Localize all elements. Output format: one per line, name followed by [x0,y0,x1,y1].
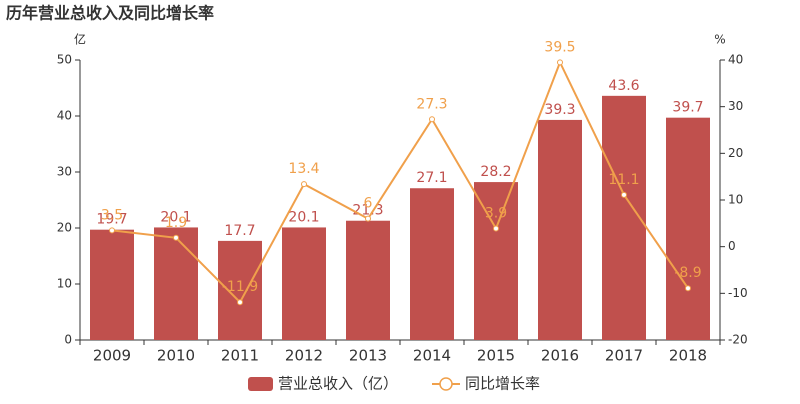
line-value-label: 3.9 [485,205,507,221]
y2-tick-label: 0 [728,239,736,253]
line-point [493,225,499,232]
y2-axis-label: % [714,33,725,47]
line-value-label: 11.1 [608,172,639,188]
bar [90,229,134,340]
bar-value-label: 39.7 [672,100,703,116]
line-value-label: 6 [364,196,373,212]
line-point [301,181,307,188]
line-point [173,234,179,241]
bar [218,240,262,340]
x-tick-label: 2018 [669,347,707,365]
line-value-label: 39.5 [544,39,575,55]
y-axis-label: 亿 [74,32,86,47]
bar [410,188,454,340]
y2-tick-label: -10 [728,286,748,300]
x-tick-label: 2016 [541,347,579,365]
bar [154,227,198,340]
bar-value-label: 27.1 [416,170,447,186]
bar [282,227,326,340]
line-value-label: -11.9 [222,279,258,295]
x-tick-label: 2011 [221,347,259,365]
line-value-label: 27.3 [416,96,447,112]
chart-title: 历年营业总收入及同比增长率 [6,4,214,23]
bar [666,117,710,341]
line-point [621,191,627,198]
y2-tick-label: 20 [728,146,743,160]
y-tick-label: 10 [57,277,72,291]
bar-value-label: 20.1 [288,209,319,225]
bar-value-label: 17.7 [224,223,255,239]
bar-value-label: 39.3 [544,102,575,118]
y2-tick-label: 30 [728,99,743,113]
legend-swatch [248,377,273,391]
y-tick-label: 30 [57,165,72,179]
x-tick-label: 2015 [477,347,515,365]
line-point [685,285,691,292]
y2-tick-label: -20 [728,333,748,347]
bar [538,119,582,340]
line [111,59,689,304]
line-value-label: 3.5 [101,207,123,223]
y-tick-label: 20 [57,221,72,235]
legend-swatch [439,377,453,391]
line-value-label: -8.9 [674,265,701,281]
x-tick-label: 2010 [157,347,195,365]
bar-value-label: 43.6 [608,78,639,94]
bar-value-label: 19.7 [96,212,127,228]
y-tick-label: 50 [57,53,72,67]
y-tick-label: 0 [64,333,72,347]
bar [346,220,390,340]
bar [474,182,518,340]
y2-tick-label: 40 [728,53,743,67]
y-tick-label: 40 [57,109,72,123]
bar-value-label: 20.1 [160,209,191,225]
line-point [429,116,435,123]
line-point [557,59,563,66]
line-value-label: 13.4 [288,161,319,177]
line-point [365,215,371,222]
legend-label: 同比增长率 [465,375,540,393]
x-tick-label: 2009 [93,347,131,365]
line-point [109,227,115,234]
x-tick-label: 2017 [605,347,643,365]
bar-value-label: 28.2 [480,164,511,180]
x-tick-label: 2014 [413,347,451,365]
y2-tick-label: 10 [728,193,743,207]
line-point [237,299,243,306]
x-tick-label: 2012 [285,347,323,365]
legend-label: 营业总收入（亿） [278,375,398,393]
x-tick-label: 2013 [349,347,387,365]
line-value-label: 1.9 [165,215,187,231]
